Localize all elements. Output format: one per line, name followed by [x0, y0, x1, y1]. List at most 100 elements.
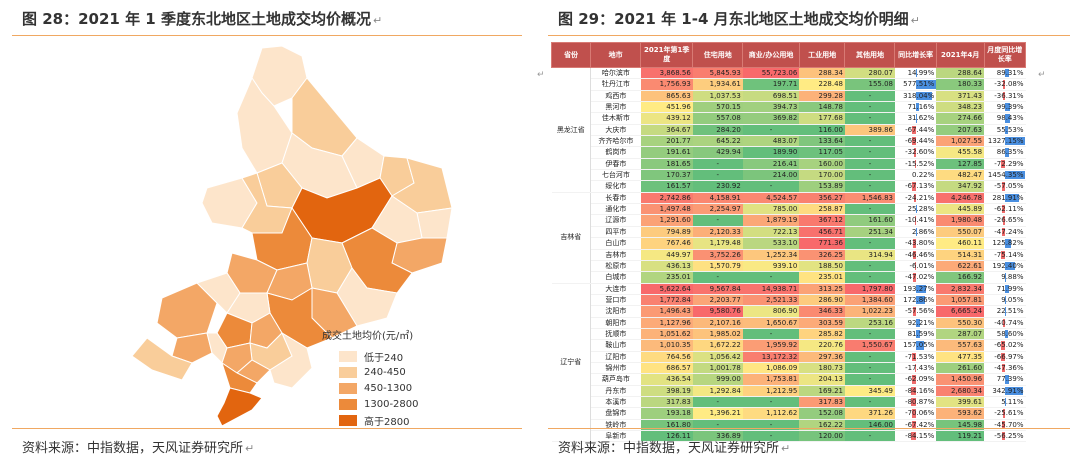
price-value-cell: 367.12	[799, 214, 845, 227]
growth-rate-value: 89.31%	[996, 69, 1024, 77]
price-value-cell: 2,521.33	[742, 294, 800, 307]
growth-rate-cell: 89.31%	[984, 66, 1026, 80]
price-value-cell: 197.71	[742, 78, 800, 91]
growth-rate-value: -71.53%	[905, 352, 935, 361]
growth-rate-value: -72.29%	[994, 159, 1024, 168]
price-value-cell: 1,496.43	[640, 305, 693, 318]
city-name-cell: 辽阳市	[590, 351, 641, 363]
price-value-cell: -	[742, 124, 800, 137]
legend-swatch	[338, 349, 358, 363]
table-row: 四平市 794.89 2,120.33 722.13 456.71 251.34 2.86%…	[552, 226, 1026, 239]
growth-rate-cell: -69.44%	[894, 135, 937, 148]
city-name-cell: 四平市	[590, 226, 641, 239]
growth-rate-cell: -15.52%	[894, 158, 937, 171]
data-bar	[914, 363, 916, 373]
growth-rate-value: -10.41%	[905, 216, 935, 225]
city-name-cell: 牡丹江市	[590, 78, 641, 91]
growth-rate-cell: 92.21%	[894, 317, 937, 329]
price-value-cell: 764.56	[640, 351, 693, 363]
data-bar	[1003, 80, 1005, 89]
price-value-cell: 1,396.21	[692, 407, 743, 420]
price-value-cell: -	[692, 271, 743, 284]
price-value-cell: 235.01	[799, 271, 845, 284]
price-value-cell: 297.36	[799, 351, 845, 363]
growth-rate-value: 86.35%	[996, 148, 1024, 157]
price-value-cell: 1,212.95	[742, 385, 800, 397]
price-value-cell: 1,086.09	[742, 362, 800, 375]
price-value-cell: 251.34	[844, 226, 895, 239]
province-cell: 辽宁省	[551, 282, 592, 443]
data-bar	[1002, 227, 1005, 237]
price-value-cell: 570.15	[692, 101, 743, 114]
city-name-cell: 白山市	[590, 237, 641, 250]
table-row: 辽阳市 764.56 1,056.42 13,172.32 297.36- -71.53%…	[552, 351, 1026, 363]
growth-rate-cell: -80.87%	[894, 396, 937, 409]
price-value-cell: 483.07	[742, 135, 800, 148]
city-name-cell: 齐齐哈尔市	[590, 135, 641, 148]
price-value-cell: -	[742, 328, 800, 341]
growth-rate-cell: 86.35%	[984, 146, 1026, 159]
price-value-cell: 188.50	[799, 260, 845, 273]
data-bar	[915, 341, 924, 350]
growth-rate-value: -70.06%	[905, 409, 935, 418]
growth-rate-value: 192.40%	[992, 261, 1024, 270]
price-value-cell: 313.25	[799, 282, 845, 295]
growth-rate-cell: -84.15%	[894, 430, 937, 443]
growth-rate-value: -15.52%	[905, 159, 935, 168]
table-row: 辽源市 1,291.60-1,879.19 367.12 161.60 -10.41% 1…	[552, 214, 1026, 227]
growth-rate-value: -62.09%	[905, 375, 935, 384]
price-value-cell: 2,742.86	[640, 191, 693, 205]
table-row: 朝阳市 1,127.96 2,107.16 1,650.67 303.59 253.16 9…	[552, 317, 1026, 329]
price-value-cell: 865.63	[640, 90, 693, 103]
table-row: 齐齐哈尔市 201.77 645.22 483.07 133.64- -69.44% 1,0…	[552, 135, 1026, 148]
growth-rate-cell: 71.16%	[894, 101, 937, 114]
table-row: 通化市 1,497.48 2,254.97 785.00 258.87- 25.28% 44…	[552, 203, 1026, 216]
price-value-cell: 162.22	[799, 419, 845, 432]
data-bar	[1004, 114, 1010, 123]
growth-rate-cell: 25.28%	[894, 203, 937, 216]
growth-rate-value: -75.14%	[994, 250, 1024, 259]
right-figure-title: 图 29：2021 年 1-4 月东北地区土地成交均价明细 ↵	[558, 10, 920, 28]
price-value-cell: 170.37	[640, 169, 693, 182]
price-value-cell: 119.21	[936, 430, 985, 443]
growth-rate-value: 193.27%	[903, 284, 935, 293]
price-value-cell: 1,291.60	[640, 214, 693, 227]
table-header-cell: 住宅用地	[692, 42, 744, 68]
price-value-cell: 230.92	[692, 180, 743, 193]
city-name-cell: 辽源市	[590, 214, 641, 227]
data-bar	[913, 273, 916, 282]
price-value-cell: 1,001.78	[692, 362, 743, 375]
price-value-cell: 348.23	[936, 101, 985, 114]
price-value-cell: 191.61	[640, 146, 693, 159]
price-value-cell: 1,980.48	[936, 214, 985, 227]
table-row: 大庆市 364.67 284.20-116.00 389.86 -67.44% 207.6…	[552, 124, 1026, 137]
table-row: 鹤岗市 191.61 429.94 189.90 117.05- -32.60% 455.5…	[552, 146, 1026, 159]
table-header-cell: 月度同比增长率	[983, 42, 1027, 68]
price-value-cell: -	[692, 158, 743, 171]
growth-rate-value: 58.60%	[996, 329, 1024, 338]
growth-rate-cell: -65.02%	[984, 339, 1026, 352]
table-row: 松原市 436.13 1,570.79 939.10 188.50- -6.01% 622.…	[552, 260, 1026, 273]
growth-rate-value: 81.59%	[907, 329, 935, 338]
legend-item: 低于240	[338, 348, 419, 364]
city-name-cell: 佳木斯市	[590, 112, 641, 125]
data-bar	[1004, 148, 1010, 157]
table-header-cell: 省份	[550, 42, 592, 68]
growth-rate-cell: 193.27%	[894, 282, 937, 295]
price-value-cell: 303.59	[799, 317, 845, 329]
city-name-cell: 鞍山市	[590, 339, 641, 352]
price-value-cell: 261.60	[936, 362, 985, 375]
price-value-cell: 2,832.34	[936, 282, 985, 295]
city-name-cell: 大连市	[590, 282, 641, 295]
table-header-cell: 2021年第1季度	[640, 42, 694, 68]
price-value-cell: 1,179.48	[692, 237, 743, 250]
price-value-cell: 557.63	[936, 339, 985, 352]
price-value-cell: 193.18	[640, 407, 693, 420]
growth-rate-value: 99.39%	[996, 103, 1024, 112]
price-value-cell: 785.00	[742, 203, 800, 216]
price-value-cell: 1,112.62	[742, 407, 800, 420]
growth-rate-cell: 1454.35%	[984, 169, 1026, 182]
growth-rate-cell: -47.02%	[894, 271, 937, 284]
growth-rate-cell: -24.21%	[894, 191, 937, 205]
price-value-cell: 180.33	[936, 78, 985, 91]
